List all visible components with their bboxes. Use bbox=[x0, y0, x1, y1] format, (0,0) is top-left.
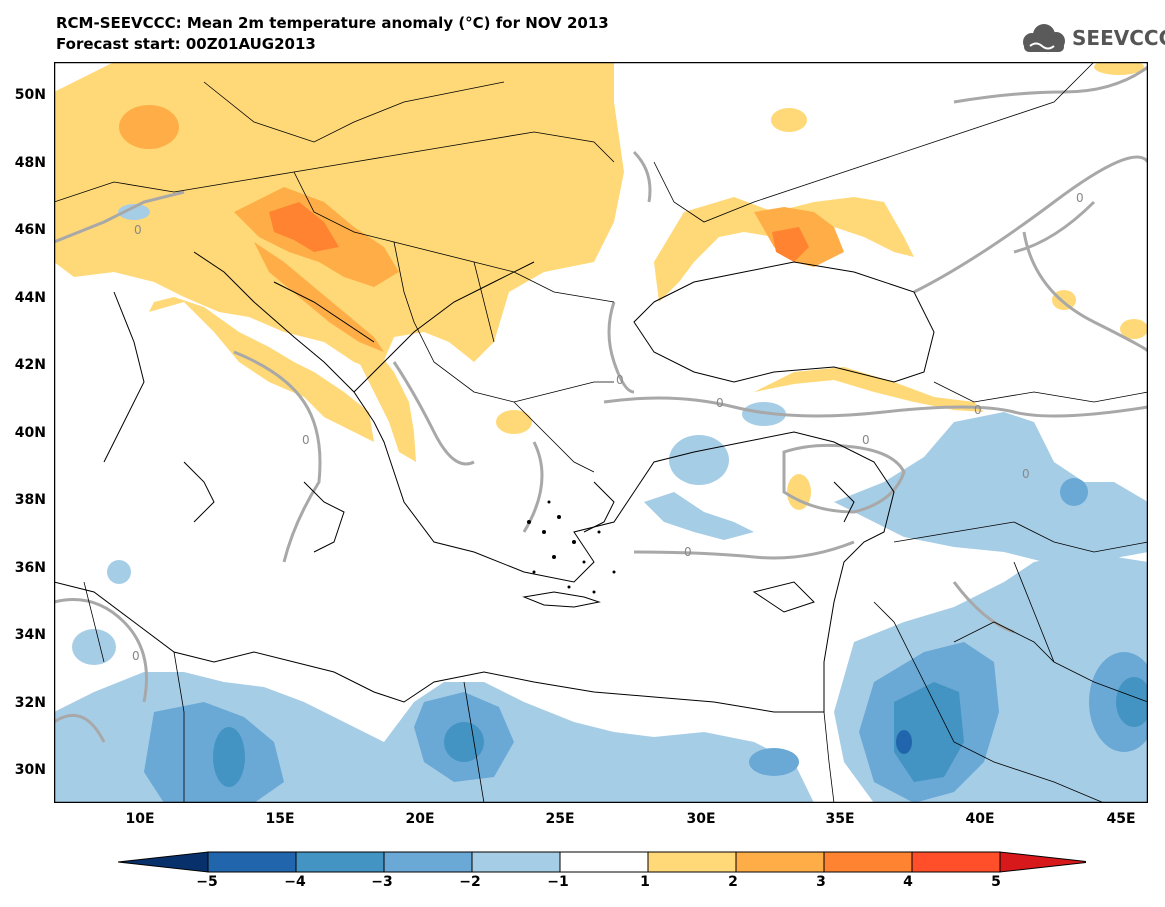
contour-label: 0 bbox=[134, 223, 142, 237]
lon-label-15e: 15E bbox=[265, 811, 295, 827]
colorbar-cell bbox=[911, 851, 1001, 873]
aegean-islands bbox=[527, 500, 616, 594]
lat-label-40n: 40N bbox=[14, 425, 46, 441]
lat-label-38n: 38N bbox=[14, 492, 46, 508]
cold-spot-algeria bbox=[107, 560, 131, 584]
cold-spot-tunisia bbox=[72, 629, 116, 665]
warm-region-black-sea-south bbox=[754, 367, 984, 412]
colorbar-cell bbox=[207, 851, 297, 873]
anomaly-map: 0 0 0 0 0 0 0 0 0 0 bbox=[54, 62, 1148, 803]
colorbar-label: −2 bbox=[459, 874, 481, 890]
colorbar-label: 4 bbox=[903, 874, 913, 890]
colorbar-label: 3 bbox=[816, 874, 826, 890]
colorbar-cell bbox=[295, 851, 385, 873]
lon-label-25e: 25E bbox=[545, 811, 575, 827]
colorbar-label: −1 bbox=[547, 874, 569, 890]
logo-text: SEEVCCC bbox=[1072, 26, 1165, 50]
colorbar-label: −4 bbox=[284, 874, 306, 890]
colorbar-label: −3 bbox=[371, 874, 393, 890]
lon-label-10e: 10E bbox=[125, 811, 155, 827]
contour-label: 0 bbox=[1022, 467, 1030, 481]
colorbar-extend-low bbox=[118, 851, 209, 873]
contour-label: 0 bbox=[684, 545, 692, 559]
contour-label: 0 bbox=[1076, 191, 1084, 205]
cold2-spot-east-turkey bbox=[1060, 478, 1088, 506]
seevccc-logo bbox=[1023, 24, 1065, 52]
cold-spot-russia-north bbox=[118, 204, 150, 220]
cold4-spot-jordan bbox=[896, 730, 912, 754]
warm-spot-ukraine bbox=[771, 108, 807, 132]
map-title: RCM-SEEVCCC: Mean 2m temperature anomaly… bbox=[56, 14, 609, 32]
colorbar-extend-high bbox=[999, 851, 1086, 873]
borders bbox=[54, 62, 1148, 803]
warm-region-adriatic bbox=[354, 332, 416, 462]
zero-contours bbox=[54, 65, 1148, 743]
cold2-spot-egypt bbox=[749, 748, 799, 776]
lon-label-40e: 40E bbox=[965, 811, 995, 827]
warm-spot-aegean bbox=[496, 410, 532, 434]
colorbar-label: 2 bbox=[728, 874, 738, 890]
lat-label-30n: 30N bbox=[14, 762, 46, 778]
contour-labels: 0 0 0 0 0 0 0 0 0 0 bbox=[132, 191, 1084, 663]
lon-label-35e: 35E bbox=[825, 811, 855, 827]
contour-label: 0 bbox=[862, 433, 870, 447]
warm2-region-adriatic-coast bbox=[254, 242, 384, 352]
warm3-region-crimea bbox=[772, 227, 809, 262]
coastlines bbox=[54, 251, 935, 713]
contour-label: 0 bbox=[974, 403, 982, 417]
colorbar-cell bbox=[471, 851, 561, 873]
colorbar-cell bbox=[823, 851, 913, 873]
cold-region-anatolia-west bbox=[644, 492, 754, 540]
colorbar-cell bbox=[647, 851, 737, 873]
warm2-spot-germany bbox=[119, 105, 179, 149]
colorbar-cell bbox=[735, 851, 825, 873]
colorbar-label: 5 bbox=[991, 874, 1001, 890]
lat-label-34n: 34N bbox=[14, 627, 46, 643]
colorbar-cell bbox=[383, 851, 473, 873]
colorbar-label: −5 bbox=[196, 874, 218, 890]
contour-label: 0 bbox=[132, 649, 140, 663]
warm-region-italy-west bbox=[149, 297, 374, 442]
colorbar-label: 1 bbox=[640, 874, 650, 890]
contour-label: 0 bbox=[302, 433, 310, 447]
cold3-spot-libya-east bbox=[444, 722, 484, 762]
cold-spot-anatolia-central bbox=[669, 435, 729, 485]
warm-spot-russia bbox=[1052, 290, 1076, 310]
lat-label-46n: 46N bbox=[14, 222, 46, 238]
lat-label-48n: 48N bbox=[14, 155, 46, 171]
cold3-spot-iraq bbox=[1116, 677, 1148, 727]
lat-label-44n: 44N bbox=[14, 290, 46, 306]
lon-label-30e: 30E bbox=[686, 811, 716, 827]
warm-spot-anatolia bbox=[787, 474, 811, 510]
contour-label: 0 bbox=[616, 373, 624, 387]
lon-label-45e: 45E bbox=[1106, 811, 1136, 827]
lat-label-50n: 50N bbox=[14, 87, 46, 103]
lat-label-42n: 42N bbox=[14, 357, 46, 373]
cold-region-east-turkey bbox=[834, 412, 1148, 562]
colorbar-cell bbox=[559, 851, 649, 873]
cold3-region-jordan bbox=[894, 682, 964, 782]
lat-label-32n: 32N bbox=[14, 695, 46, 711]
colorbar bbox=[118, 851, 1086, 873]
warm-region-black-sea-north bbox=[654, 197, 914, 302]
cold3-spot-libya-west bbox=[213, 727, 245, 787]
warm3-region-croatia bbox=[269, 202, 339, 252]
lon-label-20e: 20E bbox=[405, 811, 435, 827]
warm-spot-caucasus bbox=[1120, 319, 1148, 339]
lat-label-36n: 36N bbox=[14, 560, 46, 576]
warm-spot-northeast bbox=[1094, 62, 1144, 75]
crete bbox=[522, 591, 601, 608]
map-frame bbox=[54, 62, 1148, 803]
contour-label: 0 bbox=[716, 396, 724, 410]
forecast-start: Forecast start: 00Z01AUG2013 bbox=[56, 35, 316, 53]
